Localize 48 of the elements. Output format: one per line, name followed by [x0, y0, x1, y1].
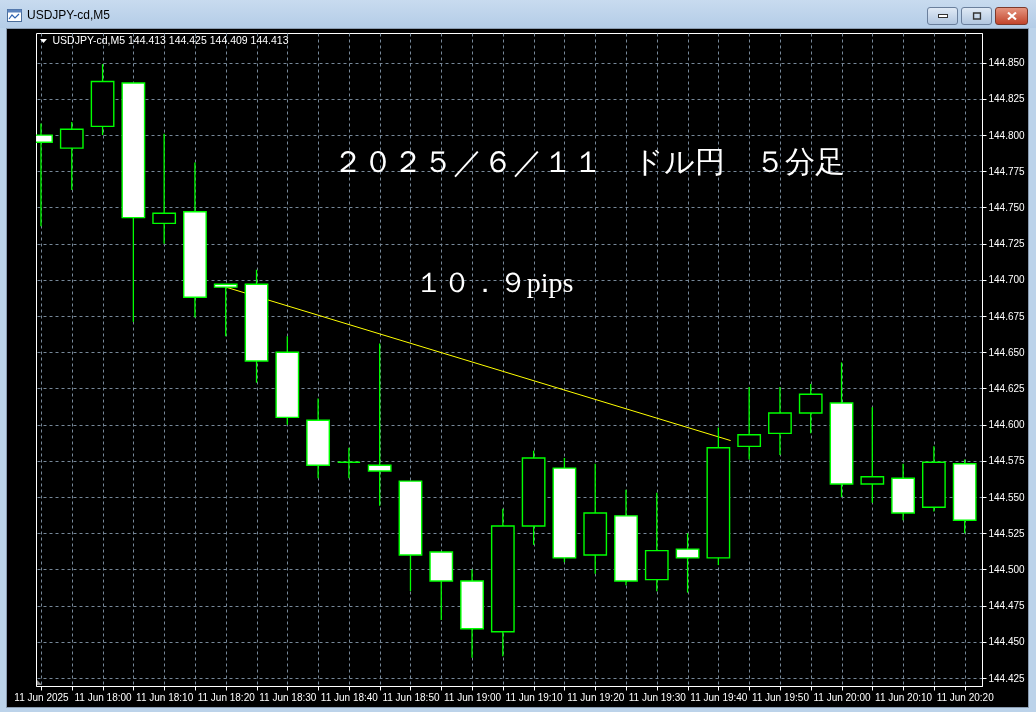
x-tick-label: 11 Jun 19:20 — [567, 691, 625, 703]
chart-subtitle: USDJPY-cd,M5 144.413 144.425 144.409 144.413 — [52, 34, 289, 46]
x-tick-label: 11 Jun 19:10 — [505, 691, 564, 703]
x-tick-label: 11 Jun 18:10 — [136, 691, 194, 703]
x-tick-label: 11 Jun 19:50 — [751, 691, 810, 703]
candlestick — [737, 386, 762, 461]
y-tick-label: 144.700 — [988, 274, 1026, 286]
x-tick-label: 11 Jun 19:40 — [690, 691, 748, 703]
y-tick-label: 144.525 — [988, 527, 1026, 539]
x-tick-label: 11 Jun 18:50 — [382, 691, 440, 703]
y-tick-label: 144.825 — [988, 93, 1026, 105]
y-tick-label: 144.675 — [988, 310, 1026, 322]
y-tick-label: 144.600 — [988, 419, 1026, 431]
y-tick-label: 144.625 — [988, 382, 1026, 394]
y-tick-label: 144.650 — [988, 346, 1026, 358]
y-tick-label: 144.450 — [988, 636, 1026, 648]
y-tick-label: 144.800 — [988, 129, 1026, 141]
y-tick-label: 144.425 — [988, 672, 1026, 684]
x-tick-label: 11 Jun 18:20 — [197, 691, 256, 703]
x-tick-label: 11 Jun 19:30 — [628, 691, 687, 703]
candlestick — [152, 132, 177, 245]
candlestick — [336, 447, 361, 479]
x-tick-label: 11 Jun 20:20 — [936, 691, 995, 703]
x-tick-label: 11 Jun 20:00 — [813, 691, 871, 703]
x-tick-label: 11 Jun 18:30 — [259, 691, 317, 703]
candlestick — [675, 532, 700, 594]
y-tick-label: 144.475 — [988, 600, 1026, 612]
x-tick-label: 11 Jun 19:00 — [444, 691, 502, 703]
x-tick-label: 11 Jun 18:40 — [320, 691, 379, 703]
candlestick — [59, 121, 84, 191]
y-tick-label: 144.775 — [988, 165, 1026, 177]
candlestick — [367, 342, 392, 507]
text: USDJPY-cd,M5 — [27, 8, 110, 22]
y-tick-label: 144.550 — [988, 491, 1026, 503]
y-tick-label: 144.500 — [988, 563, 1026, 575]
y-tick-label: 144.725 — [988, 238, 1026, 250]
candlestick — [798, 383, 823, 434]
x-tick-label: 11 Jun 2025 — [14, 691, 70, 703]
candlestick — [860, 406, 885, 504]
x-tick-label: 11 Jun 20:10 — [875, 691, 933, 703]
y-tick-label: 144.750 — [988, 201, 1026, 213]
candlestick — [768, 386, 792, 456]
candlestick — [213, 283, 238, 337]
text: ２０２５／６／１１ ドル円 ５分足 — [333, 145, 845, 178]
y-tick-label: 144.850 — [988, 57, 1026, 69]
annotation: １０．９pips — [414, 267, 574, 298]
x-tick-label: 11 Jun 18:00 — [74, 691, 133, 703]
y-tick-label: 144.575 — [988, 455, 1026, 467]
